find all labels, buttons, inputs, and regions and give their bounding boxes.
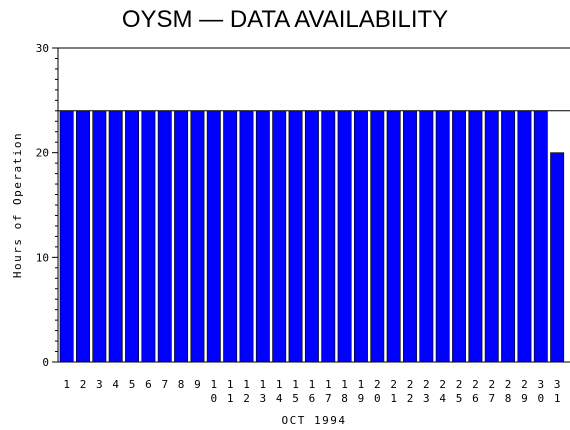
x-tick-label: 1 (63, 378, 70, 391)
bar (288, 110, 303, 363)
y-tick-label: 0 (42, 356, 49, 369)
x-axis-label: OCT 1994 (282, 414, 347, 427)
y-tick-label: 20 (36, 147, 49, 160)
bar (239, 110, 254, 363)
bar (419, 110, 434, 363)
x-tick-label: 2 (80, 378, 87, 391)
bar (223, 110, 238, 363)
bar (550, 152, 565, 363)
bar (59, 110, 74, 363)
bar (206, 110, 221, 363)
x-tick-label: 8 (178, 378, 185, 391)
bar (517, 110, 532, 363)
bar (174, 110, 189, 363)
x-tick-label: 7 (161, 378, 168, 391)
x-tick-label: 5 (129, 378, 136, 391)
bar (370, 110, 385, 363)
bar (452, 110, 466, 363)
bar (108, 110, 123, 363)
bar (403, 110, 417, 363)
bar (141, 110, 156, 363)
bar (304, 110, 319, 363)
y-tick-label: 10 (36, 251, 49, 264)
bar (435, 110, 450, 363)
bar (157, 110, 172, 363)
x-tick-label: 4 (112, 378, 119, 391)
x-tick-label: 9 (194, 378, 201, 391)
bar (501, 110, 516, 363)
chart-title: OYSM — DATA AVAILABILITY (121, 6, 449, 33)
bar (125, 110, 140, 363)
bar (468, 110, 483, 363)
bar (386, 110, 401, 363)
x-tick-label: 6 (145, 378, 152, 391)
bar (484, 110, 499, 363)
bar (190, 110, 205, 363)
bar (76, 110, 90, 363)
bar (353, 110, 368, 363)
y-axis-label: Hours of Operation (11, 132, 24, 278)
bar (272, 110, 287, 363)
x-tick-label: 3 (96, 378, 103, 391)
bar (533, 110, 548, 363)
bar (337, 110, 352, 363)
bar (321, 110, 336, 363)
bar (255, 110, 270, 363)
y-tick-label: 30 (36, 42, 49, 55)
bar (92, 110, 107, 363)
